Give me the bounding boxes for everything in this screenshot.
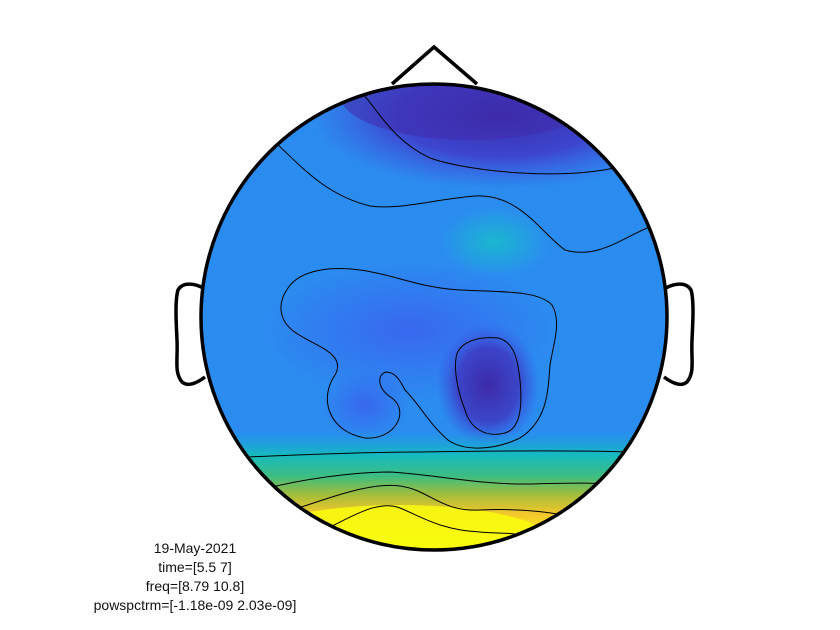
nose-outline bbox=[390, 44, 479, 86]
right-ear-outline bbox=[662, 282, 695, 386]
figure-info: 19-May-2021 time=[5.5 7] freq=[8.79 10.8… bbox=[40, 539, 350, 615]
freq-label: freq=[8.79 10.8] bbox=[145, 578, 245, 594]
date-label: 19-May-2021 bbox=[153, 540, 237, 556]
left-ear-outline bbox=[174, 282, 207, 386]
power-map bbox=[201, 84, 667, 550]
time-label: time=[5.5 7] bbox=[158, 559, 232, 575]
powspctrm-label: powspctrm=[-1.18e-09 2.03e-09] bbox=[93, 597, 297, 613]
head-outline bbox=[199, 82, 669, 552]
contour-lines bbox=[243, 92, 656, 537]
